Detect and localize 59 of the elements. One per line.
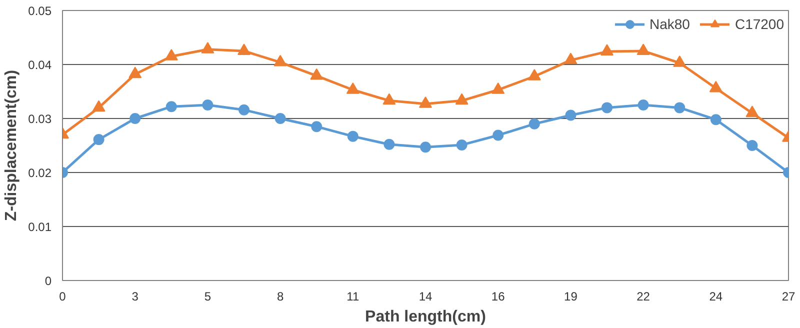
- point: [92, 100, 106, 112]
- x-tick-label: 0: [59, 290, 66, 304]
- point: [600, 44, 614, 56]
- point: [164, 48, 178, 60]
- y-tick-label: 0: [44, 274, 52, 288]
- x-tick-label: 3: [132, 290, 139, 304]
- point: [201, 42, 214, 54]
- x-tick-label: 22: [636, 290, 650, 304]
- point: [746, 140, 758, 151]
- point: [602, 102, 612, 114]
- point: [238, 104, 250, 116]
- x-tick-label: 19: [564, 290, 578, 304]
- point: [346, 82, 360, 94]
- point: [456, 139, 468, 150]
- y-tick-label: 0.01: [28, 220, 52, 234]
- point: [528, 118, 540, 130]
- point: [564, 52, 578, 64]
- y-axis-title: Z-displacement(cm): [3, 70, 20, 222]
- point: [166, 101, 177, 112]
- legend-label: Nak80: [649, 16, 690, 32]
- x-axis-title: Path length(cm): [365, 308, 486, 326]
- x-tick-label: 16: [491, 290, 506, 304]
- point: [710, 114, 722, 126]
- x-tick-label: 5: [204, 290, 212, 304]
- point: [93, 134, 104, 146]
- point: [492, 82, 505, 94]
- point: [384, 138, 395, 150]
- point: [238, 44, 250, 55]
- x-tick-label: 14: [418, 290, 432, 304]
- point: [128, 66, 142, 78]
- point: [130, 113, 141, 124]
- point: [674, 102, 686, 114]
- x-tick-label: 8: [276, 290, 284, 304]
- point: [638, 100, 649, 110]
- point: [274, 54, 287, 66]
- x-tick-label: 27: [782, 290, 796, 304]
- x-tick-label: 11: [346, 290, 360, 304]
- y-tick-label: 0.05: [28, 4, 52, 18]
- y-tick-label: 0.02: [28, 166, 52, 180]
- point: [202, 100, 214, 110]
- y-tick-label: 0.03: [28, 112, 52, 126]
- point: [455, 93, 468, 105]
- point: [673, 55, 686, 67]
- point: [420, 142, 431, 153]
- legend-label: C17200: [734, 16, 784, 32]
- point: [709, 80, 722, 92]
- point: [528, 68, 541, 80]
- x-tick-label: 24: [709, 290, 723, 304]
- y-tick-label: 0.04: [28, 58, 52, 72]
- point: [311, 121, 322, 132]
- point: [382, 93, 396, 105]
- point: [419, 96, 432, 108]
- point: [636, 44, 650, 55]
- point: [746, 106, 759, 118]
- point: [310, 68, 324, 80]
- point: [347, 130, 358, 142]
- point: [565, 110, 576, 121]
- point: [274, 113, 286, 124]
- point: [492, 130, 504, 141]
